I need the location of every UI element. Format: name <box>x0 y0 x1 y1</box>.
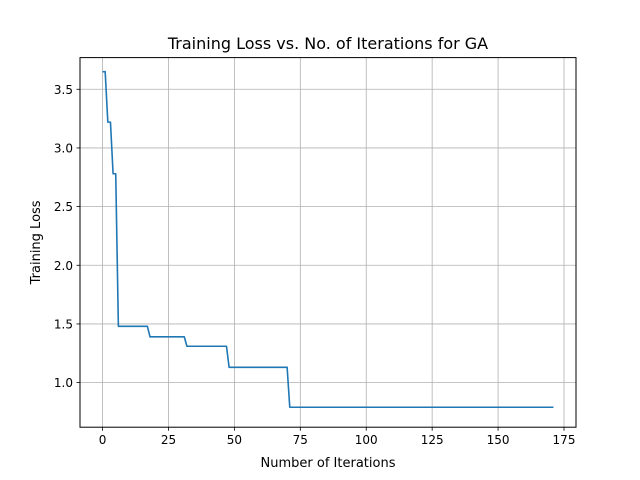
plot-frame <box>79 57 577 428</box>
x-tick-label: 100 <box>355 433 378 447</box>
grid-lines <box>80 57 576 428</box>
y-tick-label: 3.0 <box>54 141 73 155</box>
series-line <box>102 70 554 409</box>
y-axis-label: Training Loss <box>29 200 44 285</box>
x-tick-label: 0 <box>99 433 107 447</box>
x-tick-label: 175 <box>553 433 576 447</box>
x-tick-label: 25 <box>161 433 176 447</box>
y-tick-label: 2.0 <box>54 259 73 273</box>
x-tick-label: 150 <box>487 433 510 447</box>
x-tick-label: 75 <box>293 433 308 447</box>
x-tick-label: 50 <box>227 433 242 447</box>
x-axis-label: Number of Iterations <box>261 456 396 471</box>
axis-ticks: 0 25 50 75 100 125 150 175 1.0 1.5 2.0 2.5 3.0 3.5 <box>54 83 576 447</box>
y-tick-label: 1.5 <box>54 317 73 331</box>
x-tick-label: 125 <box>421 433 444 447</box>
y-tick-label: 3.5 <box>54 83 73 97</box>
y-tick-label: 1.0 <box>54 376 73 390</box>
series-layer <box>102 70 554 409</box>
y-tick-label: 2.5 <box>54 200 73 214</box>
chart-title: Training Loss vs. No. of Iterations for … <box>167 34 488 53</box>
